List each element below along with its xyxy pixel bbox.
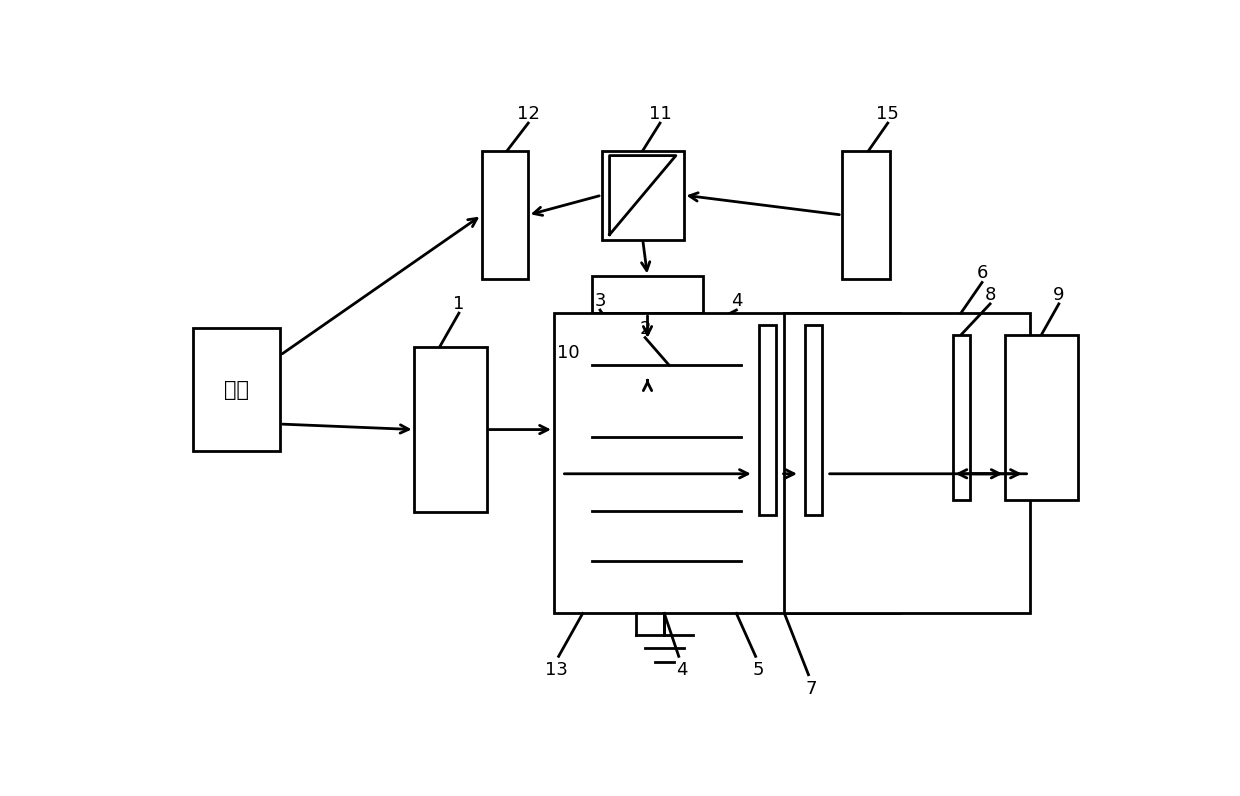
Text: 8: 8 xyxy=(985,286,996,304)
Text: 4: 4 xyxy=(730,292,743,310)
Text: 6: 6 xyxy=(976,264,988,283)
Bar xyxy=(805,326,822,515)
Text: 11: 11 xyxy=(649,105,671,123)
Bar xyxy=(785,313,1029,614)
Text: 目标: 目标 xyxy=(224,380,249,400)
Bar xyxy=(601,150,683,240)
Bar xyxy=(593,276,703,313)
Text: 7: 7 xyxy=(806,680,817,697)
Bar xyxy=(414,347,486,513)
Text: 12: 12 xyxy=(517,105,539,123)
Text: 5: 5 xyxy=(753,661,764,679)
Text: 3: 3 xyxy=(594,292,606,310)
Bar xyxy=(481,150,528,279)
Bar xyxy=(952,334,970,500)
Text: 15: 15 xyxy=(877,105,899,123)
Bar xyxy=(554,313,900,614)
Bar xyxy=(1006,334,1078,500)
Text: 10: 10 xyxy=(557,344,579,361)
Text: 13: 13 xyxy=(546,661,568,679)
Text: 2: 2 xyxy=(640,320,651,338)
Bar xyxy=(596,341,698,380)
Bar xyxy=(193,329,280,451)
Text: 4: 4 xyxy=(676,661,687,679)
Text: 1: 1 xyxy=(454,295,465,313)
Bar xyxy=(759,326,776,515)
Text: 9: 9 xyxy=(1053,286,1065,304)
Bar xyxy=(842,150,890,279)
